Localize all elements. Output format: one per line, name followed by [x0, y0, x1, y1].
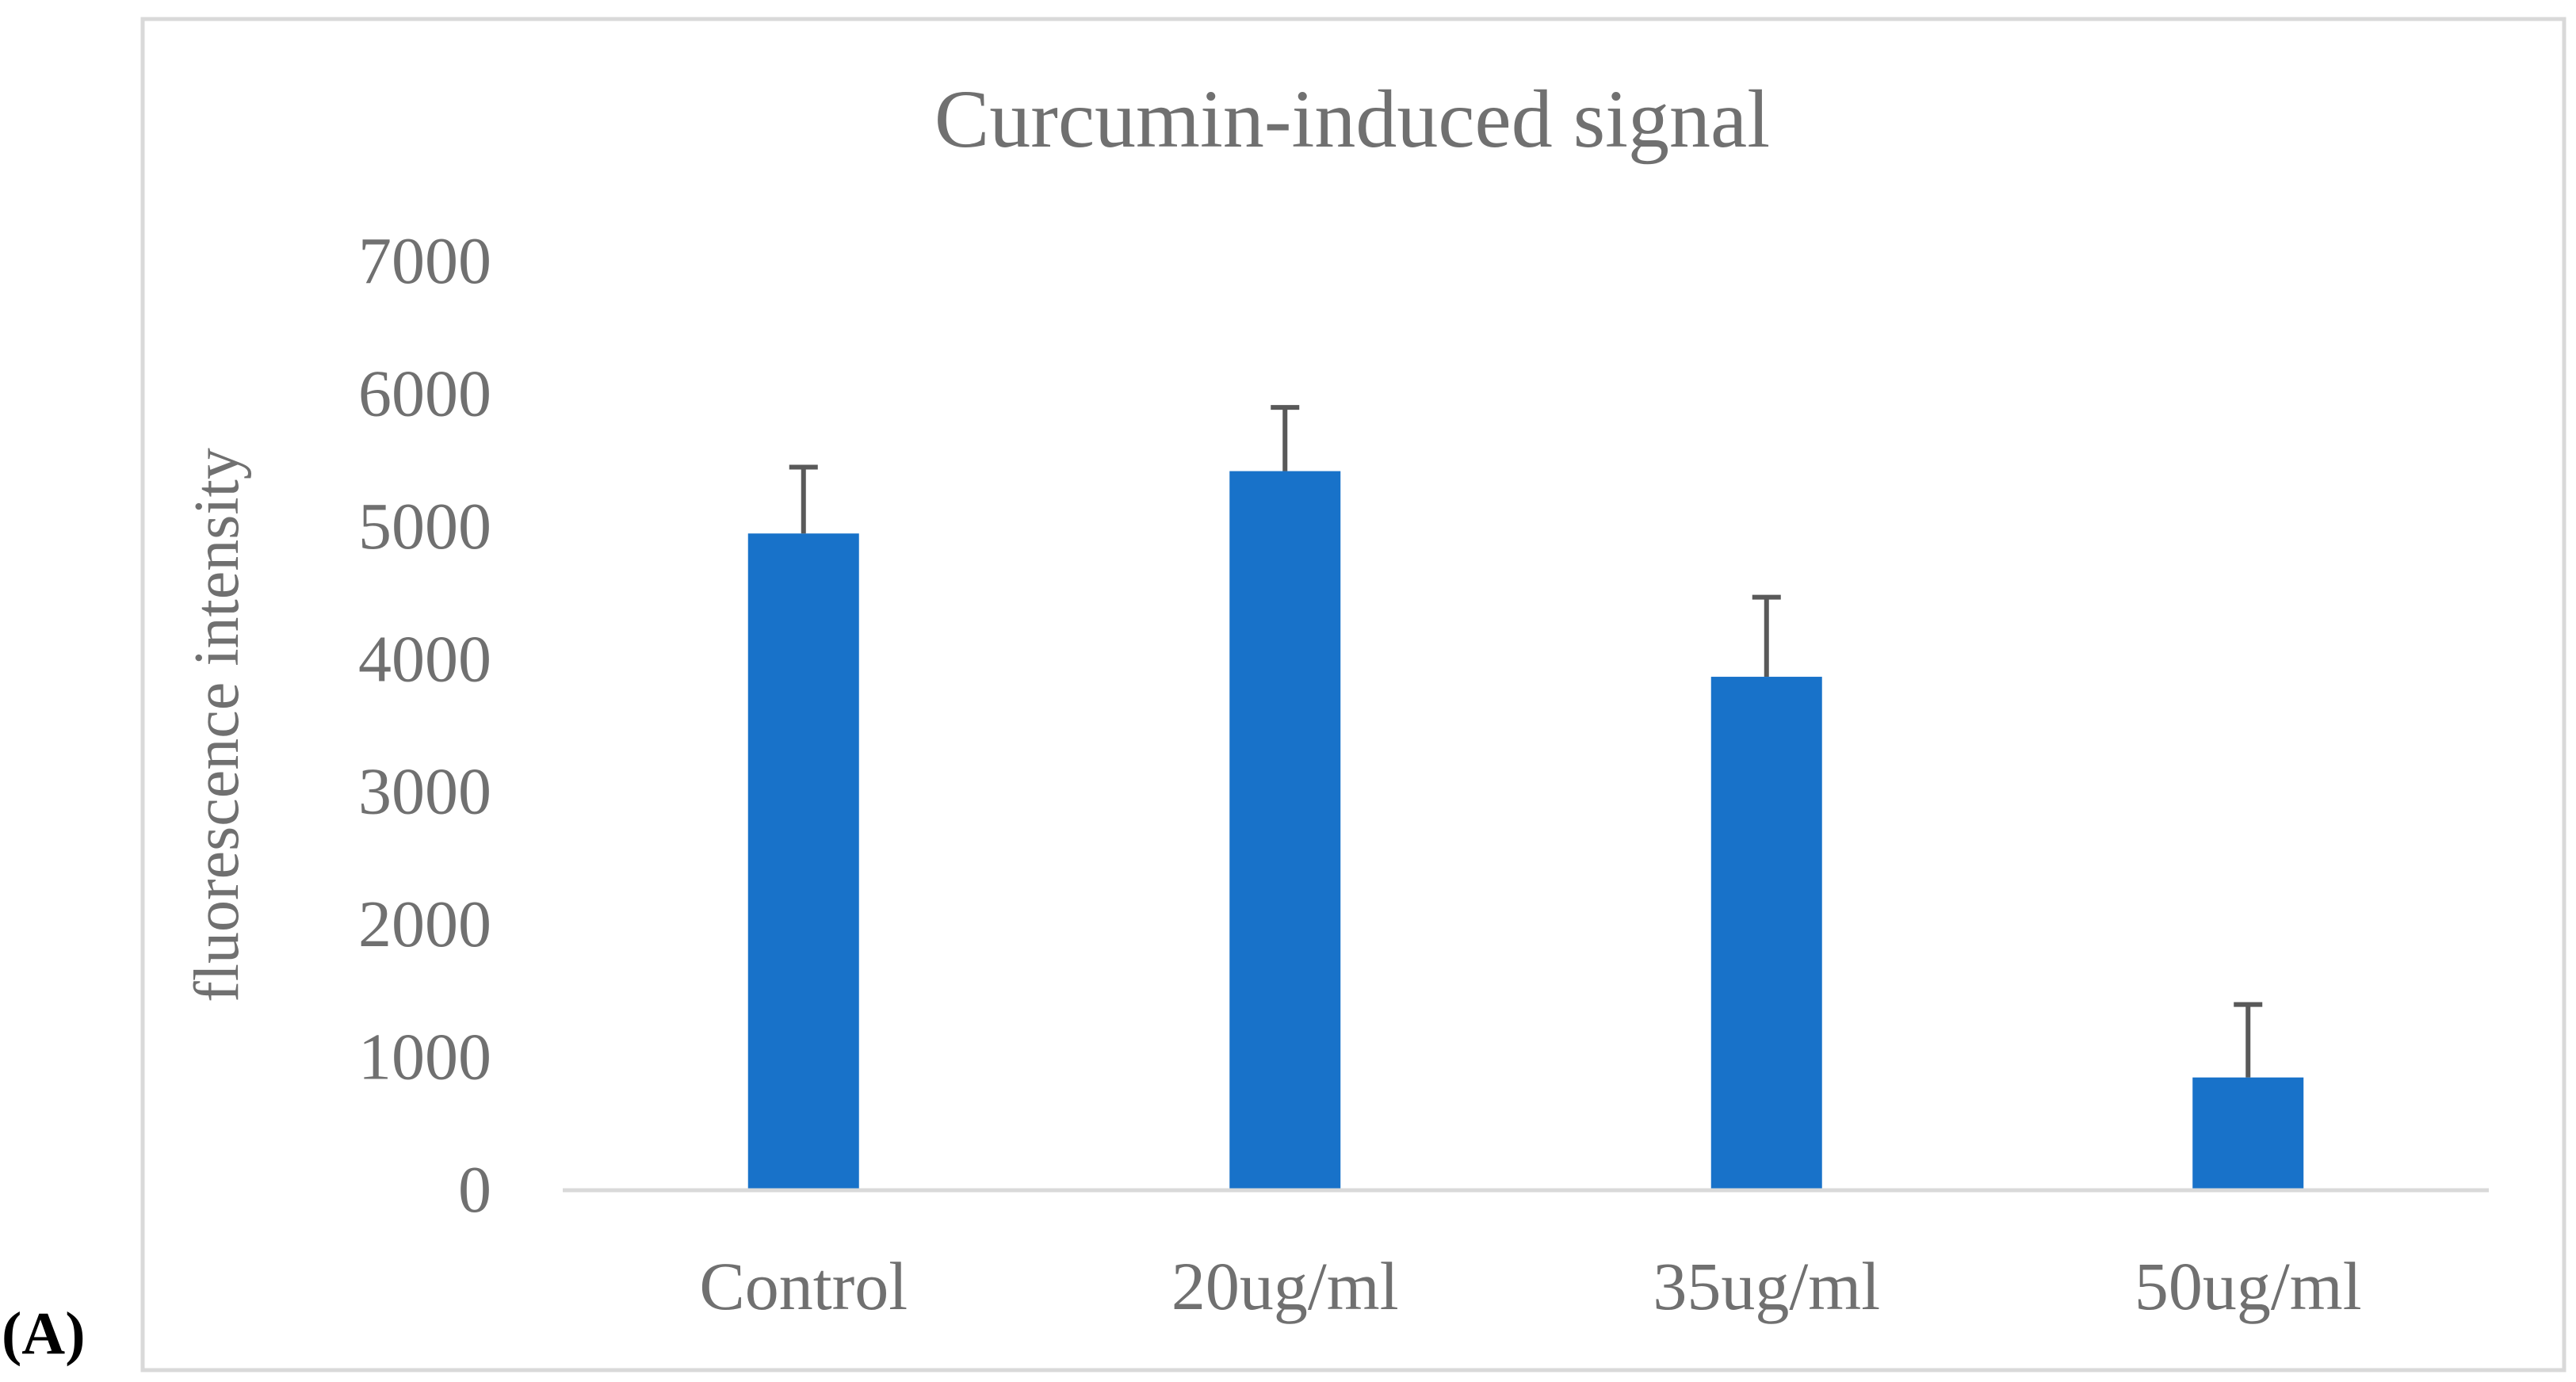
bar: [1229, 471, 1341, 1190]
y-tick-label: 0: [458, 1153, 491, 1227]
x-tick-label: 20ug/ml: [1171, 1248, 1399, 1324]
x-tick-label: Control: [699, 1248, 908, 1324]
y-tick-label: 3000: [358, 755, 491, 829]
x-tick-label: 35ug/ml: [1653, 1248, 1880, 1324]
x-tick-label: 50ug/ml: [2135, 1248, 2362, 1324]
panel-label: (A): [2, 1300, 86, 1367]
y-axis-label: fluorescence intensity: [182, 448, 252, 1002]
bars: [747, 471, 2304, 1190]
bar: [2192, 1077, 2304, 1190]
error-bars: [789, 405, 2263, 1078]
y-tick-label: 7000: [358, 224, 491, 298]
y-axis-ticks: 0 1000 2000 3000 4000 5000 6000 7000: [358, 224, 491, 1227]
y-tick-label: 5000: [358, 490, 491, 563]
chart-title: Curcumin-induced signal: [934, 74, 1770, 165]
chart-frame: [140, 17, 2566, 1372]
x-axis-ticks: Control 20ug/ml 35ug/ml 50ug/ml: [699, 1248, 2361, 1324]
y-tick-label: 2000: [358, 888, 491, 961]
bar: [747, 533, 859, 1190]
bar: [1710, 677, 1822, 1190]
y-tick-label: 1000: [358, 1021, 491, 1094]
y-tick-label: 4000: [358, 622, 491, 696]
y-tick-label: 6000: [358, 357, 491, 430]
